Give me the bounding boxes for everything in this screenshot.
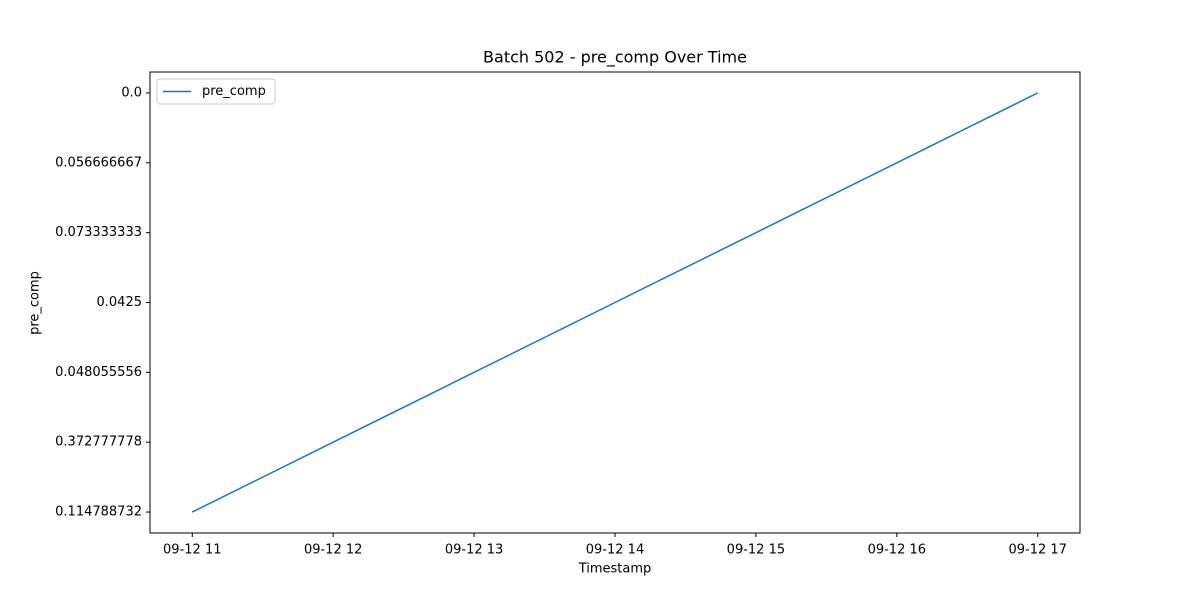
y-tick-label: 0.0 bbox=[121, 85, 142, 100]
y-tick-label: 0.056666667 bbox=[55, 155, 142, 170]
x-tick-label: 09-12 12 bbox=[304, 543, 362, 558]
x-tick-label: 09-12 16 bbox=[868, 543, 926, 558]
x-tick-label: 09-12 13 bbox=[445, 543, 503, 558]
x-tick-label: 09-12 11 bbox=[163, 543, 221, 558]
x-tick-label: 09-12 17 bbox=[1009, 543, 1067, 558]
x-axis-label: Timestamp bbox=[578, 562, 652, 577]
y-tick-label: 0.372777778 bbox=[55, 435, 142, 450]
y-axis-label: pre_comp bbox=[28, 271, 43, 335]
legend-box bbox=[156, 78, 276, 105]
chart-title: Batch 502 - pre_comp Over Time bbox=[483, 48, 747, 68]
x-tick-label: 09-12 14 bbox=[586, 543, 644, 558]
data-line bbox=[191, 92, 1039, 513]
x-tick-label: 09-12 15 bbox=[727, 543, 785, 558]
legend-label: pre_comp bbox=[202, 84, 266, 99]
y-tick-label: 0.0425 bbox=[97, 295, 143, 310]
y-tick-label: 0.048055556 bbox=[55, 365, 142, 380]
y-tick-label: 0.114788732 bbox=[55, 505, 142, 520]
y-tick-label: 0.073333333 bbox=[55, 225, 142, 240]
